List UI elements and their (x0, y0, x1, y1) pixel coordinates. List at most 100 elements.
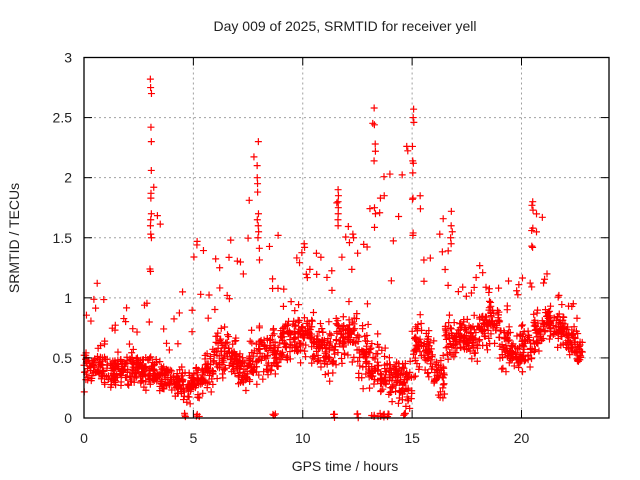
data-point (576, 341, 584, 349)
data-point (404, 384, 412, 392)
data-point (277, 351, 285, 359)
data-point (259, 375, 267, 383)
data-point (147, 166, 155, 174)
axis-ticks (83, 57, 609, 419)
data-point (158, 384, 166, 392)
data-point (363, 331, 371, 339)
data-point (225, 253, 233, 261)
data-point (432, 366, 440, 374)
data-point (127, 372, 135, 380)
data-point (557, 320, 565, 328)
data-point (435, 374, 443, 382)
data-point (470, 311, 478, 319)
data-point (180, 396, 188, 404)
data-point (147, 234, 155, 242)
data-point (283, 352, 291, 360)
data-point (317, 342, 325, 350)
data-point (138, 365, 146, 373)
data-point (267, 342, 275, 350)
data-point (205, 372, 213, 380)
data-point (292, 321, 300, 329)
y-tick-label: 1.5 (53, 230, 73, 246)
data-point (319, 328, 327, 336)
data-point (525, 336, 533, 344)
data-point (313, 358, 321, 366)
data-point (519, 340, 527, 348)
data-point (235, 352, 243, 360)
data-point (189, 374, 197, 382)
data-point (431, 368, 439, 376)
data-point (529, 198, 537, 206)
data-point (326, 330, 334, 338)
data-point (555, 310, 563, 318)
data-point (530, 347, 538, 355)
data-point (253, 380, 261, 388)
chart-title: Day 009 of 2025, SRMTID for receiver yel… (214, 18, 477, 34)
data-point (108, 374, 116, 382)
data-point (514, 291, 522, 299)
data-point (193, 410, 201, 418)
data-point (453, 338, 461, 346)
data-point (274, 344, 282, 352)
data-point (165, 346, 173, 354)
data-point (411, 372, 419, 380)
data-point (147, 90, 155, 98)
data-point (324, 369, 332, 377)
data-point (468, 332, 476, 340)
data-point (519, 321, 527, 329)
data-point (235, 364, 243, 372)
data-point (308, 330, 316, 338)
data-point (107, 383, 115, 391)
data-point (379, 385, 387, 393)
data-point (400, 378, 408, 386)
data-point (487, 321, 495, 329)
data-point (338, 355, 346, 363)
data-point (270, 330, 278, 338)
data-point (459, 333, 467, 341)
data-point (254, 222, 262, 230)
data-point (462, 327, 470, 335)
data-point (546, 312, 554, 320)
data-point (374, 330, 382, 338)
data-point (369, 353, 377, 361)
data-point (476, 325, 484, 333)
data-point (562, 325, 570, 333)
data-point (406, 368, 414, 376)
data-point (246, 352, 254, 360)
data-point (239, 270, 247, 278)
data-point (158, 376, 166, 384)
data-point (512, 355, 520, 363)
data-point (361, 337, 369, 345)
data-point (345, 334, 353, 342)
data-point (310, 355, 318, 363)
data-point (371, 140, 379, 148)
data-point (312, 249, 320, 257)
data-point (529, 337, 537, 345)
data-point (462, 326, 470, 334)
data-point (409, 159, 417, 167)
data-point (365, 368, 373, 376)
data-point (495, 284, 503, 292)
data-point (322, 354, 330, 362)
data-point (129, 325, 137, 333)
data-point (326, 377, 334, 385)
data-point (334, 349, 342, 357)
data-point (385, 410, 393, 418)
data-point (447, 240, 455, 248)
data-point (408, 389, 416, 397)
data-point (478, 313, 486, 321)
data-point (323, 360, 331, 368)
data-point (410, 118, 418, 126)
data-point (206, 361, 214, 369)
data-point (386, 361, 394, 369)
x-tick-label: 15 (404, 430, 420, 446)
data-point (120, 362, 128, 370)
data-point (291, 322, 299, 330)
data-point (562, 331, 570, 339)
data-point (398, 386, 406, 394)
data-point (443, 330, 451, 338)
data-point (186, 400, 194, 408)
data-point (256, 349, 264, 357)
data-point (157, 379, 165, 387)
data-point (526, 279, 534, 287)
